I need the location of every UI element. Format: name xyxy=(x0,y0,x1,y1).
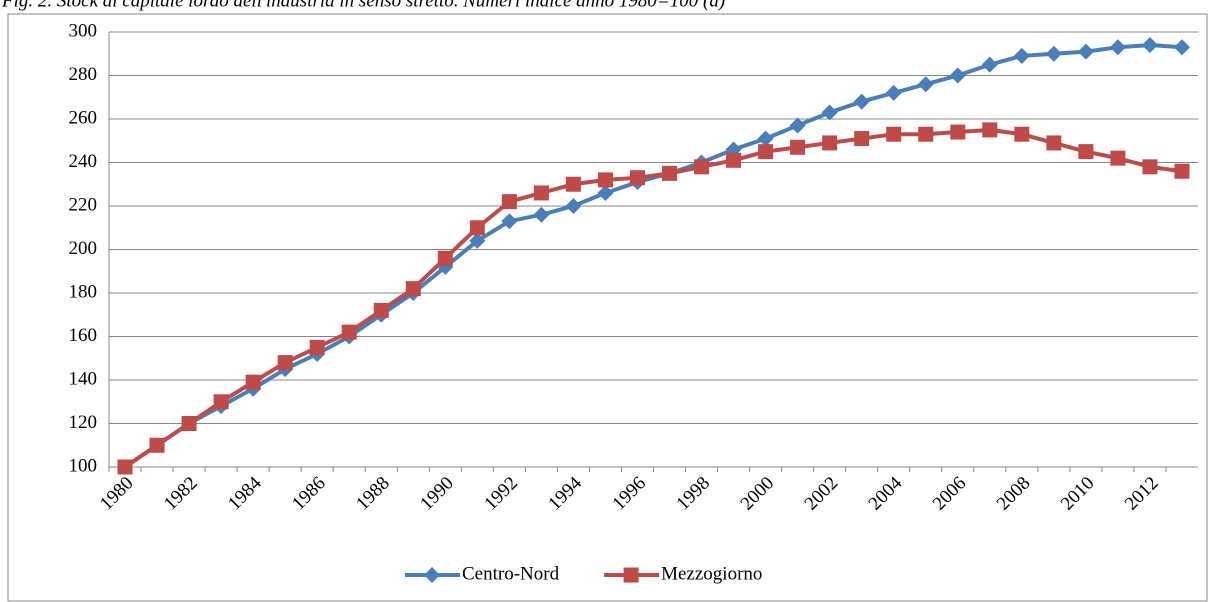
data-point xyxy=(758,144,774,160)
x-tick-label: 2000 xyxy=(737,473,779,515)
x-tick-label: 1988 xyxy=(352,473,394,515)
data-point xyxy=(1078,144,1094,160)
data-point xyxy=(501,194,517,210)
y-tick-label: 120 xyxy=(69,412,98,433)
data-point xyxy=(757,130,774,147)
x-tick-label: 1982 xyxy=(160,473,202,515)
x-tick-label: 2004 xyxy=(865,472,907,514)
data-point xyxy=(1109,39,1126,56)
data-point xyxy=(981,56,998,73)
data-point xyxy=(629,170,645,186)
y-tick-label: 140 xyxy=(69,368,98,389)
series-line xyxy=(123,43,1183,469)
data-point xyxy=(662,165,678,181)
chart-border xyxy=(7,13,1208,602)
data-point xyxy=(950,124,966,140)
data-point xyxy=(1110,150,1126,166)
y-tick-label: 180 xyxy=(69,281,98,302)
data-point xyxy=(1013,47,1030,64)
y-tick-label: 240 xyxy=(69,151,98,172)
x-tick-label: 1994 xyxy=(544,472,586,514)
data-point xyxy=(790,139,806,155)
data-point xyxy=(117,459,133,475)
y-tick-label: 300 xyxy=(69,20,98,41)
data-point xyxy=(501,213,518,230)
data-point xyxy=(918,126,934,142)
y-tick-label: 220 xyxy=(69,194,98,215)
data-point xyxy=(821,104,838,121)
data-point xyxy=(885,84,902,101)
x-tick-label: 2006 xyxy=(929,473,971,515)
y-tick-label: 260 xyxy=(69,107,98,128)
x-tick-label: 1984 xyxy=(224,472,266,514)
data-point xyxy=(565,198,582,214)
data-point xyxy=(1046,135,1062,151)
data-point xyxy=(886,126,902,142)
data-point xyxy=(373,302,389,318)
x-tick-label: 1998 xyxy=(672,473,714,515)
data-point xyxy=(597,172,613,188)
data-point xyxy=(341,324,357,340)
data-point xyxy=(789,117,806,134)
x-tick-label: 1986 xyxy=(288,473,330,515)
data-point xyxy=(1174,163,1190,179)
data-point xyxy=(854,131,870,147)
x-tick-label: 2010 xyxy=(1057,473,1099,515)
y-tick-label: 200 xyxy=(69,238,98,259)
legend-label: Mezzogiorno xyxy=(661,563,762,584)
data-point xyxy=(533,185,549,201)
x-tick-label: 1992 xyxy=(480,473,522,515)
data-point xyxy=(694,159,710,175)
y-tick-label: 100 xyxy=(69,455,98,476)
x-tick-label: 2008 xyxy=(993,473,1035,515)
data-point xyxy=(949,67,966,84)
data-point xyxy=(533,206,550,223)
x-tick-label: 2012 xyxy=(1121,473,1163,515)
data-point xyxy=(982,122,998,138)
data-point xyxy=(149,437,165,453)
y-tick-label: 280 xyxy=(69,64,98,85)
data-point xyxy=(1141,37,1158,54)
legend-label: Centro-Nord xyxy=(462,563,560,584)
data-point xyxy=(822,135,838,151)
data-point xyxy=(1173,39,1190,56)
data-point xyxy=(181,416,197,431)
data-point xyxy=(213,394,229,410)
data-point xyxy=(1045,45,1062,62)
data-point xyxy=(853,93,870,110)
data-point xyxy=(309,339,325,355)
data-point xyxy=(277,355,293,371)
x-tick-label: 1990 xyxy=(416,473,458,515)
data-point xyxy=(1077,43,1094,60)
data-point xyxy=(469,232,486,249)
legend-marker xyxy=(623,567,639,583)
data-point xyxy=(597,184,614,201)
y-tick-label: 160 xyxy=(69,325,98,346)
x-tick-label: 2002 xyxy=(801,473,843,515)
series-line xyxy=(123,127,1183,469)
legend-marker xyxy=(424,567,440,583)
data-point xyxy=(245,374,261,390)
x-tick-label: 1980 xyxy=(96,473,138,515)
data-point xyxy=(1014,126,1030,142)
data-point xyxy=(469,220,485,236)
data-point xyxy=(565,176,581,192)
data-point xyxy=(1142,159,1158,175)
data-point xyxy=(917,76,934,93)
data-point xyxy=(437,250,453,266)
chart-title: Fig. 2. Stock di capitale lordo dell'ind… xyxy=(1,0,725,11)
data-point xyxy=(405,281,421,297)
x-tick-label: 1996 xyxy=(608,473,650,515)
data-point xyxy=(726,152,742,168)
